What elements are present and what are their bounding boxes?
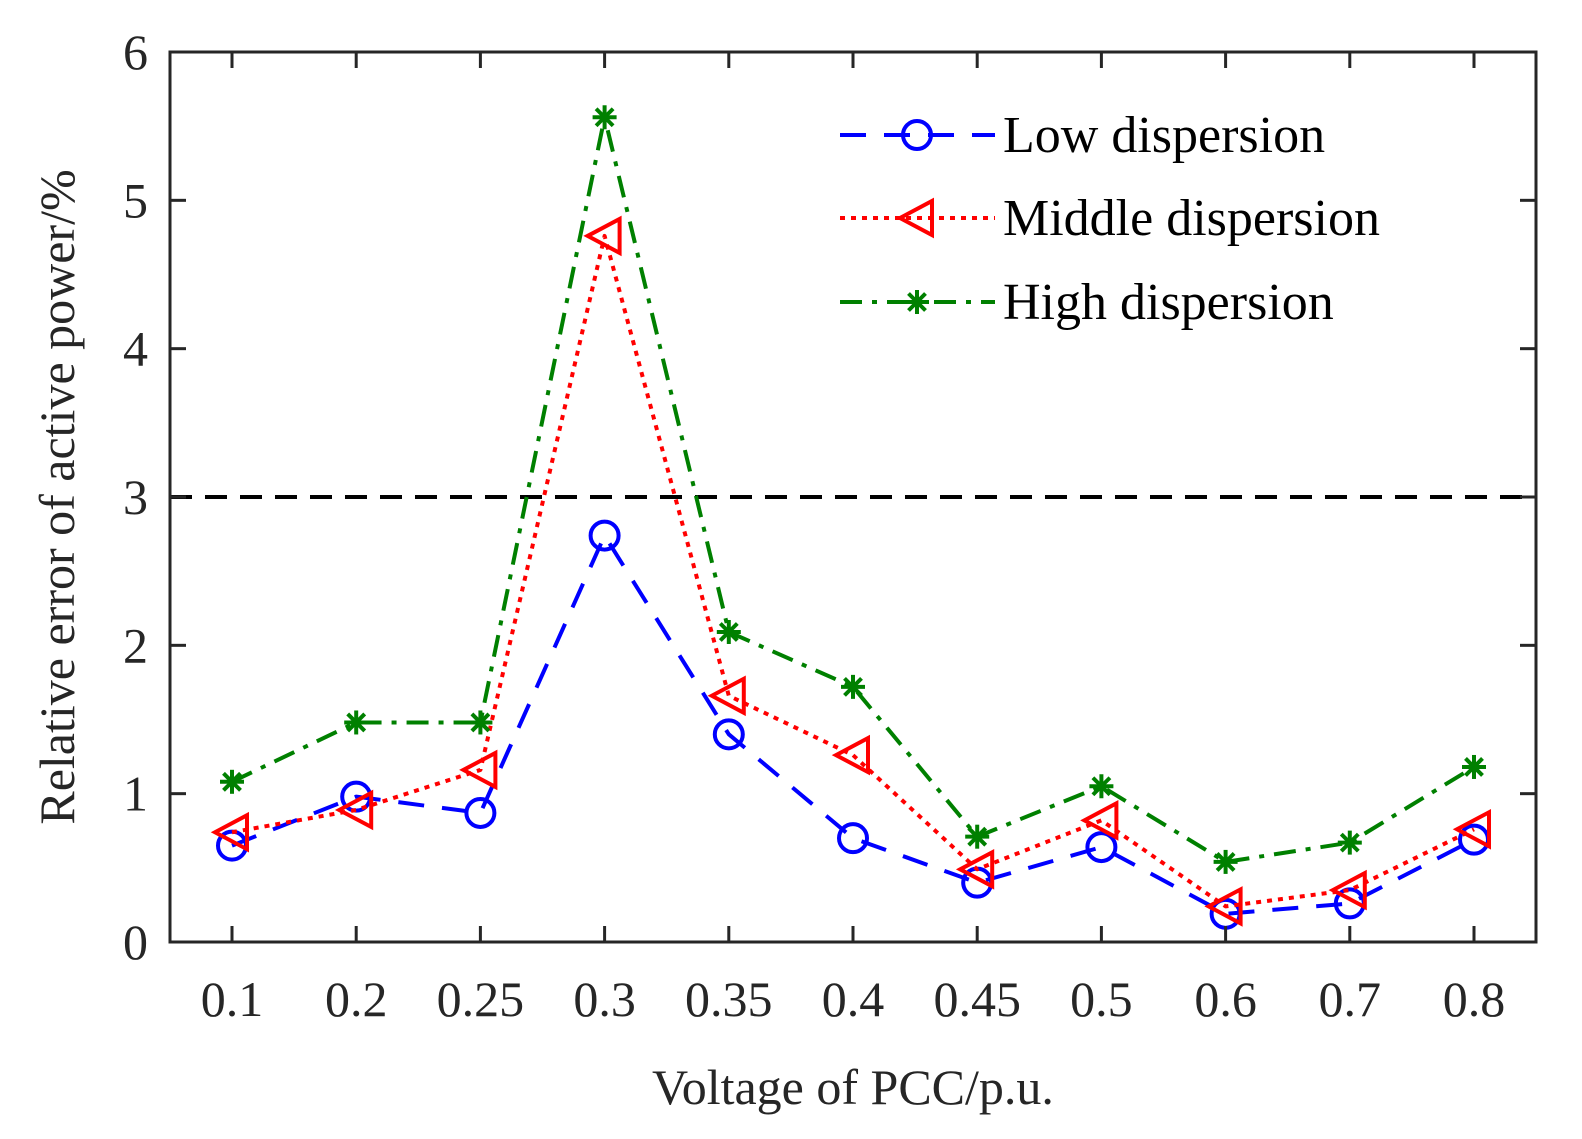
- data-point-high-dispersion: [344, 710, 369, 735]
- data-point-middle-dispersion: [334, 789, 374, 831]
- legend-marker-middle-dispersion: [895, 197, 934, 239]
- data-point-high-dispersion: [468, 710, 493, 735]
- y-tick-label: 5: [123, 172, 148, 228]
- legend-label-low-dispersion: Low dispersion: [1003, 107, 1325, 164]
- data-point-middle-dispersion: [1204, 886, 1243, 927]
- y-tick-label: 6: [123, 24, 148, 80]
- data-point-low-dispersion: [1085, 831, 1118, 864]
- x-tick-label: 0.7: [1319, 971, 1382, 1027]
- data-point-high-dispersion: [965, 824, 990, 849]
- data-point-low-dispersion: [588, 519, 621, 552]
- ticks-layer: 0 1 2 3 4 5 6 0.1 0.2 0.25 0.3 0.35 0.4 0.45 0.5 0.6 0.7…: [123, 24, 1536, 1027]
- y-tick-label: 0: [123, 914, 148, 970]
- x-tick-label: 0.35: [685, 971, 773, 1027]
- data-point-low-dispersion: [464, 796, 497, 829]
- data-point-high-dispersion: [1089, 774, 1114, 799]
- x-tick-label: 0.25: [437, 971, 525, 1027]
- y-tick-label: 3: [123, 469, 148, 525]
- data-point-high-dispersion: [1462, 754, 1486, 779]
- data-point-middle-dispersion: [583, 215, 622, 257]
- data-point-high-dispersion: [1337, 830, 1362, 855]
- legend-label-middle-dispersion: Middle dispersion: [1003, 190, 1380, 247]
- data-point-low-dispersion: [712, 718, 745, 751]
- y-axis-title: Relative error of active power/%: [29, 169, 85, 824]
- legend-marker-high-dispersion: [905, 290, 929, 314]
- data-point-middle-dispersion: [955, 848, 995, 890]
- data-point-high-dispersion: [1213, 849, 1238, 874]
- data-point-middle-dispersion: [1080, 800, 1119, 841]
- x-tick-label: 0.8: [1443, 971, 1506, 1027]
- y-tick-label: 1: [123, 766, 148, 822]
- legend: Low dispersion Middle dispersion High disp…: [840, 107, 1380, 331]
- x-tick-label: 0.3: [573, 971, 636, 1027]
- data-point-middle-dispersion: [831, 734, 870, 776]
- data-point-middle-dispersion: [210, 811, 249, 853]
- x-tick-label: 0.45: [933, 971, 1021, 1027]
- data-point-middle-dispersion: [1452, 808, 1491, 850]
- data-point-middle-dispersion: [1328, 869, 1367, 911]
- x-tick-label: 0.6: [1194, 971, 1257, 1027]
- data-point-low-dispersion: [837, 822, 869, 855]
- data-point-high-dispersion: [841, 674, 865, 699]
- x-tick-label: 0.1: [201, 971, 264, 1027]
- x-tick-label: 0.4: [822, 971, 885, 1027]
- x-tick-label: 0.2: [325, 971, 388, 1027]
- data-point-high-dispersion: [592, 105, 617, 130]
- legend-label-high-dispersion: High dispersion: [1003, 274, 1334, 331]
- y-tick-label: 4: [123, 321, 148, 377]
- legend-marker-low-dispersion: [901, 119, 933, 151]
- series-layer: [210, 105, 1491, 930]
- data-point-high-dispersion: [716, 619, 741, 644]
- data-point-middle-dispersion: [707, 675, 746, 717]
- series-line-high-dispersion: [231, 115, 1476, 864]
- data-point-middle-dispersion: [459, 749, 498, 791]
- series-line-middle-dispersion: [231, 233, 1475, 909]
- y-tick-label: 2: [123, 617, 148, 673]
- x-tick-label: 0.5: [1070, 971, 1133, 1027]
- x-axis-title: Voltage of PCC/p.u.: [652, 1059, 1054, 1115]
- data-point-high-dispersion: [220, 769, 244, 794]
- series-line-low-dispersion: [231, 533, 1475, 916]
